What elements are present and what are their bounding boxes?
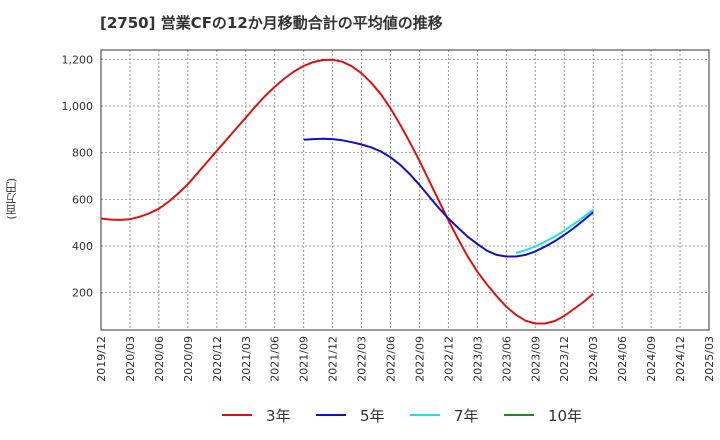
legend-swatch: [222, 414, 252, 416]
series-line-7年: [515, 208, 594, 254]
x-tick-label: 2020/12: [211, 336, 224, 382]
y-tick-label: 800: [72, 147, 93, 160]
x-tick-label: 2023/09: [529, 336, 542, 382]
plot-area: [100, 49, 710, 331]
legend-item: 10年: [504, 403, 582, 427]
x-tick-label: 2020/09: [182, 336, 195, 382]
x-ticks: 2019/12 2020/03 2020/06 2020/09 2020/12 2021/…: [95, 336, 716, 382]
x-tick-label: 2025/03: [703, 336, 716, 382]
y-ticks: 200 400 600 800 1,000 1,200: [62, 53, 94, 299]
x-tick-label: 2021/09: [298, 336, 311, 382]
x-tick-label: 2021/03: [240, 336, 253, 382]
legend-swatch: [316, 414, 346, 416]
series-line-5年: [303, 137, 594, 258]
legend-item: 7年: [410, 403, 479, 427]
grid: [101, 50, 709, 330]
x-tick-label: 2021/12: [327, 336, 340, 382]
x-tick-label: 2021/06: [269, 336, 282, 382]
series-layer: [100, 58, 594, 325]
legend: 3年 5年 7年 10年: [0, 403, 720, 427]
legend-label: 5年: [360, 406, 385, 425]
x-tick-label: 2022/03: [356, 336, 369, 382]
x-tick-label: 2024/12: [674, 336, 687, 382]
y-tick-label: 600: [72, 193, 93, 206]
legend-item: 3年: [222, 403, 291, 427]
legend-label: 7年: [454, 406, 479, 425]
x-tick-label: 2020/03: [124, 336, 137, 382]
x-tick-label: 2023/12: [558, 336, 571, 382]
x-tick-label: 2019/12: [95, 336, 108, 382]
x-tick-label: 2020/06: [153, 336, 166, 382]
x-tick-label: 2022/09: [413, 336, 426, 382]
y-tick-label: 400: [72, 240, 93, 253]
x-tick-label: 2023/06: [500, 336, 513, 382]
chart-title: [2750] 営業CFの12か月移動合計の平均値の推移: [100, 14, 443, 32]
plot-frame: [100, 49, 710, 331]
x-tick-label: 2023/03: [471, 336, 484, 382]
legend-label: 10年: [548, 406, 583, 425]
legend-label: 3年: [266, 406, 291, 425]
legend-swatch: [504, 414, 534, 416]
series-line-3年: [100, 58, 594, 325]
y-tick-label: 1,000: [62, 100, 94, 113]
x-tick-label: 2022/06: [385, 336, 398, 382]
y-tick-label: 200: [72, 287, 93, 300]
x-tick-label: 2024/06: [616, 336, 629, 382]
x-tick-label: 2024/09: [645, 336, 658, 382]
legend-swatch: [410, 414, 440, 416]
x-tick-label: 2022/12: [442, 336, 455, 382]
x-tick-label: 2024/03: [587, 336, 600, 382]
legend-item: 5年: [316, 403, 385, 427]
y-tick-label: 1,200: [62, 53, 94, 66]
